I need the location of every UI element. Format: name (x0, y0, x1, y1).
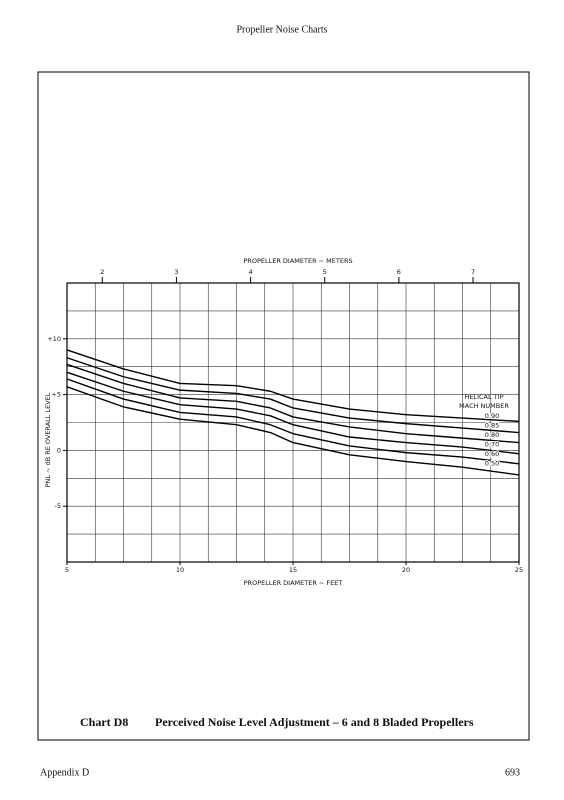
caption-number: Chart D8 (80, 715, 128, 729)
curve (66, 371, 520, 455)
curve (66, 363, 520, 444)
legend-label: 0.50 (485, 460, 499, 468)
legend-label: 0.60 (485, 450, 499, 458)
legend-title: MACH NUMBER (459, 402, 509, 410)
footer-left: Appendix D (40, 767, 89, 778)
curve (66, 349, 520, 423)
y-tick-label: +10 (47, 335, 61, 343)
x2-tick-label: 5 (323, 268, 327, 276)
y-tick-label: -5 (55, 502, 61, 510)
x-tick-label: 10 (176, 566, 184, 574)
y-tick-label: 0 (57, 446, 61, 454)
legend-label: 0.70 (485, 441, 499, 449)
x-axis-label: PROPELLER DIAMETER ~ FEET (244, 579, 343, 587)
legend-title: HELICAL TIP (464, 393, 503, 401)
curve (66, 386, 520, 476)
x2-tick-label: 7 (471, 268, 475, 276)
legend-label: 0.80 (485, 431, 499, 439)
caption-title: Perceived Noise Level Adjustment – 6 and… (155, 715, 474, 729)
x2-tick-label: 4 (249, 268, 253, 276)
x-tick-label: 20 (402, 566, 410, 574)
y-axis-label: PNL ~ dB RE OVERALL LEVEL (44, 392, 52, 487)
x2-tick-label: 2 (100, 268, 104, 276)
y-tick-label: +5 (51, 391, 61, 399)
curve (66, 357, 520, 434)
x2-tick-label: 3 (174, 268, 178, 276)
x2-axis-label: PROPELLER DIAMETER ~ METERS (243, 257, 352, 265)
legend-label: 0.85 (485, 422, 499, 430)
x-tick-label: 5 (65, 566, 69, 574)
legend-label: 0.90 (485, 412, 499, 420)
page-header: Propeller Noise Charts (236, 24, 327, 35)
x-tick-label: 15 (289, 566, 297, 574)
x-tick-label: 25 (515, 566, 523, 574)
curve (66, 378, 520, 465)
page-number: 693 (505, 767, 520, 778)
figure-border (37, 71, 530, 741)
x2-tick-label: 6 (397, 268, 401, 276)
